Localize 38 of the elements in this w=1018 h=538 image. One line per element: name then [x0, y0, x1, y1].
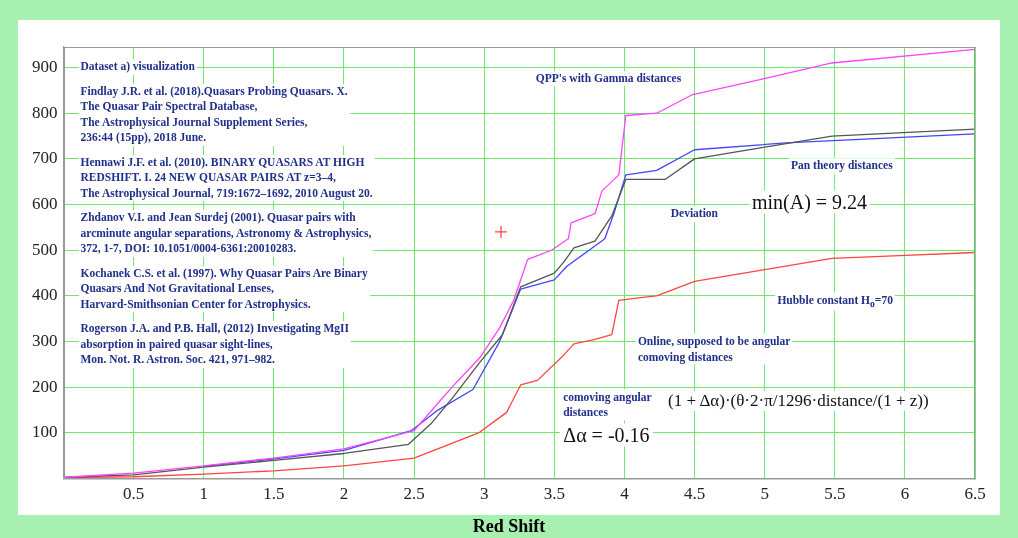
- x-tick-label: 4.5: [683, 484, 706, 504]
- y-tick-label: 600: [32, 194, 58, 214]
- y-tick-label: 400: [32, 285, 58, 305]
- y-tick-label: 200: [32, 376, 58, 396]
- annotation: Hubble constant H$_{o}$=70: [775, 292, 895, 312]
- annotation: Rogerson J.A. and P.B. Hall, (2012) Investigating MgII absorption in paired quasar sight-lines, Mon. Not. R. Astron. Soc. 421, 971–982.: [78, 321, 352, 368]
- annotation: (1 + Δα)·(θ·2·π/1296·distance/(1 + z)): [665, 390, 932, 411]
- x-tick-label: 5: [760, 484, 769, 504]
- x-tick-label: 1.5: [263, 484, 285, 504]
- annotation: Hennawi J.F. et al. (2010). BINARY QUASARS AT HIGH REDSHIFT. I. 24 NEW QUASAR PAIRS AT z=3–4, The Astrophysical Journal, 719:1672–1692, 2010 August 20.: [78, 154, 375, 201]
- y-tick-label: 300: [32, 331, 58, 351]
- annotation: Pan theory distances: [789, 158, 895, 174]
- y-tick-label: 100: [32, 422, 58, 442]
- annotation: comoving angular distances: [561, 389, 654, 421]
- annotation: min(A) = 9.24: [748, 190, 871, 214]
- x-tick-label: 5.5: [824, 484, 846, 504]
- y-tick-label: 700: [32, 148, 58, 168]
- annotation: Deviation: [668, 206, 721, 223]
- y-tick-label: 500: [32, 239, 58, 259]
- annotation: Δα = -0.16: [560, 423, 653, 447]
- x-tick-label: 6: [900, 484, 910, 504]
- y-tick-label: 800: [32, 102, 58, 122]
- x-tick-label: 3: [479, 484, 489, 504]
- y-tick-label: 900: [32, 57, 58, 77]
- text: Dataset a) visualization: [78, 59, 197, 75]
- x-tick-label: 6.5: [964, 484, 986, 504]
- annotation: Zhdanov V.I. and Jean Surdej (2001). Quasar pairs with arcminute angular separations, Astronomy & Astrophysics, 372, 1-7, DOI: 10.1051/0004-6361:20010283.: [78, 210, 374, 257]
- annotation: QPP's with Gamma distances: [533, 71, 684, 87]
- annotation: Online, supposed to be angular comoving distances: [635, 333, 793, 365]
- x-tick-label: 4: [620, 484, 630, 504]
- x-tick-label: 1: [199, 484, 208, 504]
- x-tick-label: 2.5: [403, 484, 425, 504]
- x-tick-label: 0.5: [122, 484, 145, 504]
- annotation: Kochanek C.S. et al. (1997). Why Quasar Pairs Are Binary Quasars And Not Gravitational Lenses, Harvard-Smithsonian Center for Astrophysics.: [78, 265, 370, 312]
- x-tick-label: 2: [339, 484, 349, 504]
- x-tick-label: 3.5: [543, 484, 565, 504]
- x-axis-title: Red Shift: [471, 516, 547, 537]
- annotation: Findlay J.R. et al. (2018).Quasars Probing Quasars. X. The Quasar Pair Spectral Database, The Astrophysical Journal Supplement Series, 236:44 (15pp), 2018 June.: [78, 83, 350, 146]
